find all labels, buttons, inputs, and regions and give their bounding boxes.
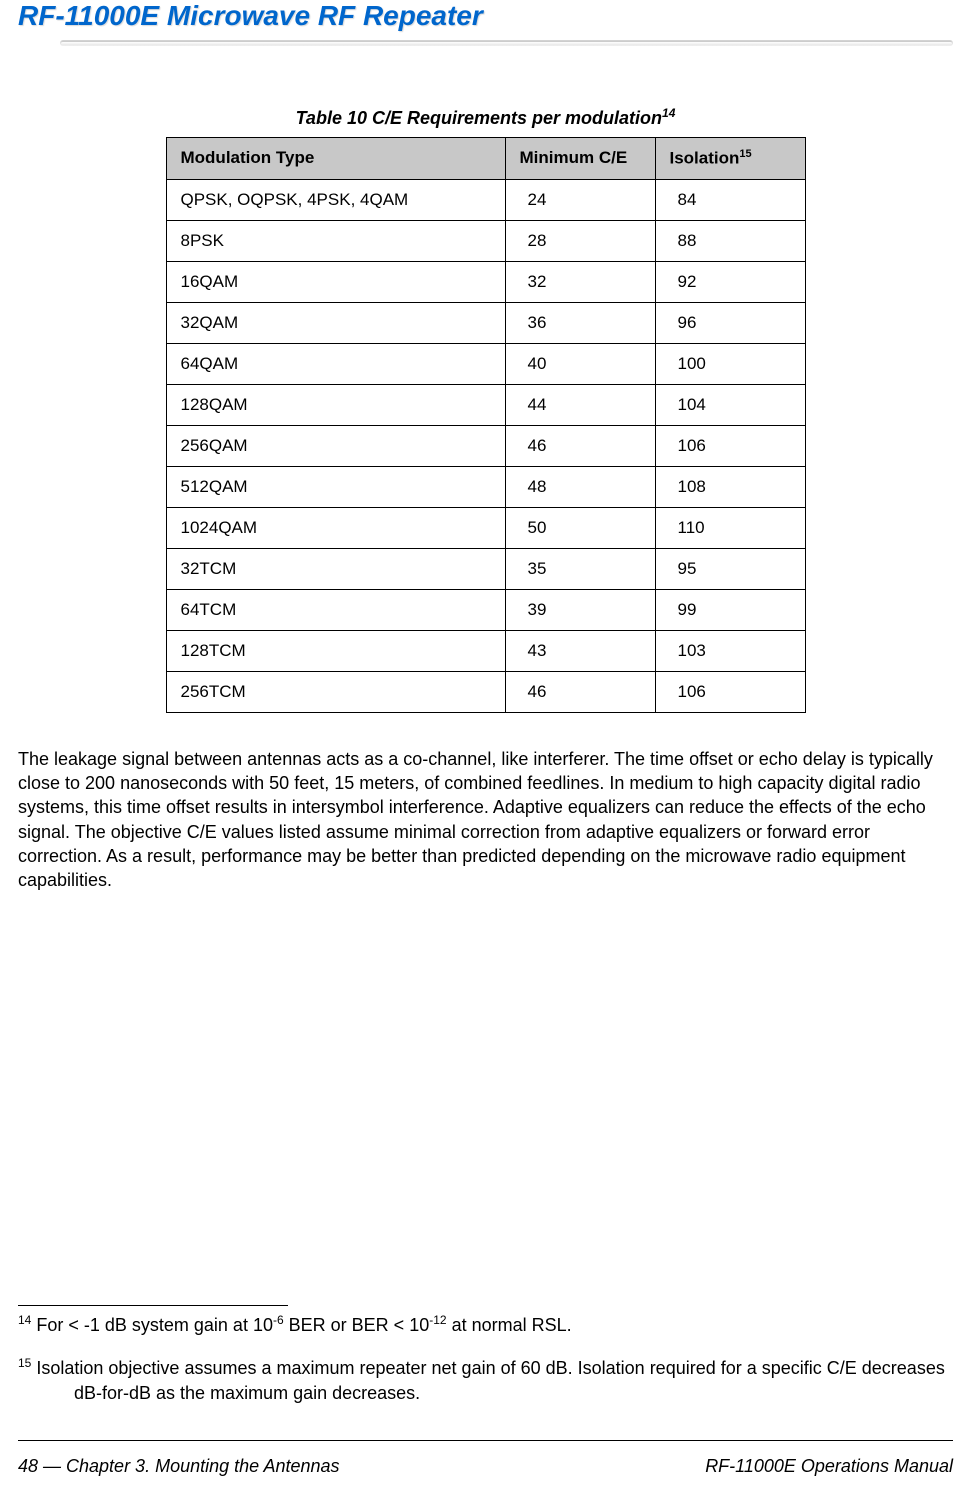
cell-min-ce: 32 xyxy=(505,261,655,302)
cell-isolation: 110 xyxy=(655,507,805,548)
cell-modulation-type: 128TCM xyxy=(166,630,505,671)
caption-sup: 14 xyxy=(662,106,675,120)
header-rule xyxy=(60,40,953,46)
table-row: QPSK, OQPSK, 4PSK, 4QAM2484 xyxy=(166,179,805,220)
col3-sup: 15 xyxy=(739,148,751,160)
col-header-min-ce: Minimum C/E xyxy=(505,138,655,180)
col-header-modulation: Modulation Type xyxy=(166,138,505,180)
fn14-mid: BER or BER < 10 xyxy=(284,1315,430,1335)
fn14-post: at normal RSL. xyxy=(447,1315,572,1335)
cell-min-ce: 24 xyxy=(505,179,655,220)
caption-prefix: Table 10 xyxy=(296,108,372,128)
body-paragraph: The leakage signal between antennas acts… xyxy=(18,747,953,893)
cell-isolation: 104 xyxy=(655,384,805,425)
table-row: 256QAM46106 xyxy=(166,425,805,466)
cell-modulation-type: 256TCM xyxy=(166,671,505,712)
footer-left: 48 — Chapter 3. Mounting the Antennas xyxy=(18,1456,340,1477)
fn14-sup1: -6 xyxy=(273,1313,284,1327)
cell-modulation-type: 32QAM xyxy=(166,302,505,343)
cell-isolation: 106 xyxy=(655,671,805,712)
cell-modulation-type: 64TCM xyxy=(166,589,505,630)
cell-modulation-type: 8PSK xyxy=(166,220,505,261)
cell-min-ce: 44 xyxy=(505,384,655,425)
cell-isolation: 100 xyxy=(655,343,805,384)
cell-isolation: 88 xyxy=(655,220,805,261)
table-row: 128QAM44104 xyxy=(166,384,805,425)
footnote-15: 15 Isolation objective assumes a maximum… xyxy=(18,1355,953,1405)
page: RF-11000E Microwave RF Repeater Table 10… xyxy=(0,0,971,1493)
cell-modulation-type: 1024QAM xyxy=(166,507,505,548)
footnote-14: 14 For < -1 dB system gain at 10-6 BER o… xyxy=(18,1312,953,1337)
cell-min-ce: 28 xyxy=(505,220,655,261)
page-title: RF-11000E Microwave RF Repeater xyxy=(0,0,971,40)
table-body: QPSK, OQPSK, 4PSK, 4QAM24848PSK288816QAM… xyxy=(166,179,805,712)
cell-isolation: 103 xyxy=(655,630,805,671)
table-row: 16QAM3292 xyxy=(166,261,805,302)
table-row: 1024QAM50110 xyxy=(166,507,805,548)
cell-isolation: 92 xyxy=(655,261,805,302)
fn14-pre: For < -1 dB system gain at 10 xyxy=(31,1315,273,1335)
footnote-rule xyxy=(18,1305,288,1306)
caption-text: C/E Requirements per modulation xyxy=(372,108,662,128)
table-header-row: Modulation Type Minimum C/E Isolation15 xyxy=(166,138,805,180)
table-row: 512QAM48108 xyxy=(166,466,805,507)
cell-min-ce: 48 xyxy=(505,466,655,507)
footer-rule xyxy=(18,1440,953,1441)
fn15-num: 15 xyxy=(18,1356,31,1370)
modulation-table: Modulation Type Minimum C/E Isolation15 … xyxy=(166,137,806,713)
table-row: 8PSK2888 xyxy=(166,220,805,261)
cell-min-ce: 39 xyxy=(505,589,655,630)
cell-isolation: 108 xyxy=(655,466,805,507)
table-row: 32TCM3595 xyxy=(166,548,805,589)
col3-label: Isolation xyxy=(670,149,740,168)
cell-isolation: 96 xyxy=(655,302,805,343)
fn14-num: 14 xyxy=(18,1313,31,1327)
fn14-sup2: -12 xyxy=(429,1313,446,1327)
cell-modulation-type: 32TCM xyxy=(166,548,505,589)
table-row: 128TCM43103 xyxy=(166,630,805,671)
cell-min-ce: 50 xyxy=(505,507,655,548)
page-footer: 48 — Chapter 3. Mounting the Antennas RF… xyxy=(18,1456,953,1477)
cell-isolation: 95 xyxy=(655,548,805,589)
table-row: 64QAM40100 xyxy=(166,343,805,384)
cell-modulation-type: 256QAM xyxy=(166,425,505,466)
cell-min-ce: 36 xyxy=(505,302,655,343)
cell-isolation: 106 xyxy=(655,425,805,466)
cell-modulation-type: QPSK, OQPSK, 4PSK, 4QAM xyxy=(166,179,505,220)
table-row: 256TCM46106 xyxy=(166,671,805,712)
cell-min-ce: 35 xyxy=(505,548,655,589)
cell-modulation-type: 512QAM xyxy=(166,466,505,507)
table-row: 64TCM3999 xyxy=(166,589,805,630)
footnotes-block: 14 For < -1 dB system gain at 10-6 BER o… xyxy=(18,1305,953,1423)
cell-min-ce: 40 xyxy=(505,343,655,384)
cell-isolation: 99 xyxy=(655,589,805,630)
cell-min-ce: 46 xyxy=(505,425,655,466)
cell-modulation-type: 64QAM xyxy=(166,343,505,384)
cell-min-ce: 46 xyxy=(505,671,655,712)
cell-isolation: 84 xyxy=(655,179,805,220)
footer-right: RF-11000E Operations Manual xyxy=(705,1456,953,1477)
fn15-text: Isolation objective assumes a maximum re… xyxy=(31,1358,944,1402)
cell-modulation-type: 16QAM xyxy=(166,261,505,302)
cell-min-ce: 43 xyxy=(505,630,655,671)
table-caption: Table 10 C/E Requirements per modulation… xyxy=(18,106,953,129)
cell-modulation-type: 128QAM xyxy=(166,384,505,425)
table-row: 32QAM3696 xyxy=(166,302,805,343)
content-area: Table 10 C/E Requirements per modulation… xyxy=(0,46,971,892)
header-rule-inner xyxy=(61,41,952,45)
col-header-isolation: Isolation15 xyxy=(655,138,805,180)
